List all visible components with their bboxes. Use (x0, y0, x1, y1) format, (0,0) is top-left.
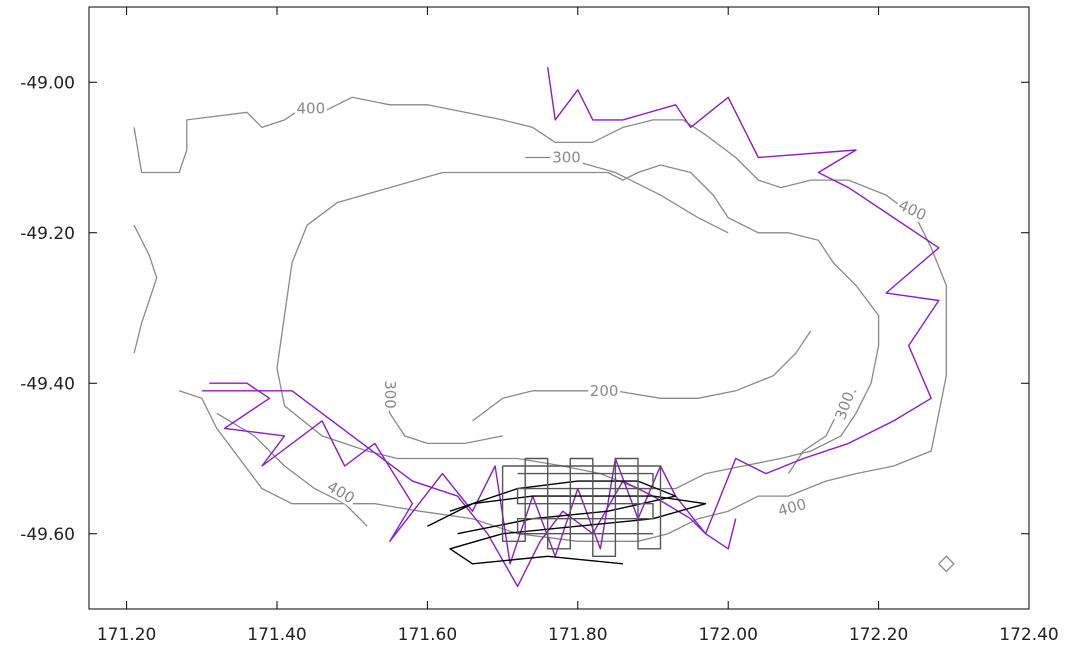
contour-label-background (588, 380, 621, 399)
track-black-2 (449, 480, 677, 535)
x-tick-label: 171.80 (548, 625, 607, 645)
contour-label-background (894, 194, 932, 225)
x-tick-label: 171.20 (97, 625, 156, 645)
contour-label-background (323, 475, 360, 508)
y-tick-label: -49.00 (20, 73, 75, 93)
track-gray-survey (501, 457, 662, 557)
track-layer (201, 67, 940, 588)
y-tick-label: -49.20 (20, 224, 75, 244)
x-tick-label: 172.00 (698, 625, 757, 645)
contour-label-background (294, 98, 327, 117)
track-gray-survey-2 (516, 472, 654, 535)
contour-line-400 (133, 224, 158, 354)
contour-label-background (829, 387, 858, 424)
contour-line-400 (938, 555, 955, 573)
contour-label: 400 (297, 100, 326, 118)
x-tick-label: 172.40 (999, 625, 1058, 645)
contour-label-background (381, 378, 400, 411)
contour-line-400 (216, 412, 368, 527)
contour-label-background (550, 147, 583, 166)
contour-line-200 (472, 330, 812, 422)
x-tick-label: 172.20 (849, 625, 908, 645)
track-purple-south (201, 390, 737, 588)
contour-label: 300 (552, 149, 581, 167)
y-tick-label: -49.40 (20, 374, 75, 394)
contour-label: 300 (381, 380, 399, 409)
plot-frame (88, 6, 1030, 610)
x-tick-label: 171.60 (398, 625, 457, 645)
x-tick-label: 171.40 (247, 625, 306, 645)
contour-line-300 (276, 164, 880, 490)
contour-label: 200 (590, 382, 619, 400)
contour-label-background (774, 493, 810, 520)
axes-layer: 171.20 171.40 171.60 171.80 172.00 172.20 172.… (20, 6, 1059, 645)
track-purple-main (209, 67, 940, 565)
y-tick-label: -49.60 (20, 525, 75, 545)
